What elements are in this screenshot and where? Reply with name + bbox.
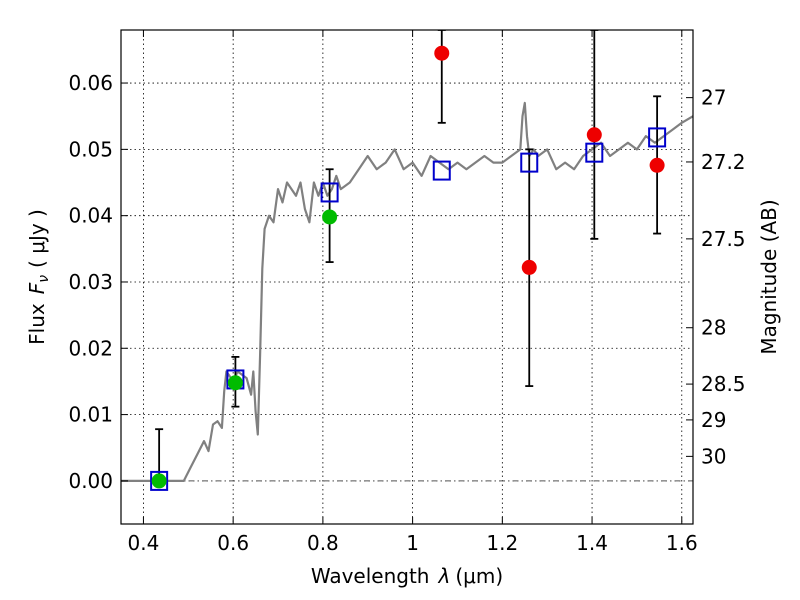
- y2-tick-label-0: 27: [701, 86, 726, 110]
- x-tick-label-0: 0.4: [128, 531, 160, 555]
- y-tick-label-1: 0.01: [68, 403, 113, 427]
- observed-circle-series: [151, 45, 665, 489]
- x-axis-title-symbol: λ: [438, 564, 451, 588]
- y-axis-title-symbol: F: [25, 282, 49, 294]
- y-tick-label-5: 0.05: [68, 137, 113, 161]
- x-tick-label-2: 0.8: [307, 531, 339, 555]
- y2-tick-label-2: 27.5: [701, 227, 746, 251]
- y-tick-label-6: 0.06: [68, 71, 113, 95]
- y-axis-title: Flux Fν ( μJy ): [25, 209, 52, 345]
- plot-content: [121, 30, 693, 491]
- data-point-3-2: [586, 127, 602, 143]
- data-point-3-3: [649, 157, 665, 173]
- data-point-2-0: [151, 473, 167, 489]
- data-point-2-1: [227, 375, 243, 391]
- y2-axis-title: Magnitude (AB): [757, 199, 781, 354]
- y-tick-labels: 0.00 0.01 0.02 0.03 0.04 0.05 0.06: [68, 71, 113, 493]
- y2-tick-labels: 27 27.2 27.5 28 28.5 29 30: [701, 86, 746, 469]
- model-point-4: [520, 152, 539, 173]
- spectrum-line-series: [121, 101, 693, 482]
- y-tick-label-0: 0.00: [68, 469, 113, 493]
- spectrum-line: [121, 101, 693, 482]
- y2-tick-label-1: 27.2: [701, 150, 746, 174]
- x-axis-title: Wavelength λ (μm): [311, 564, 503, 588]
- y-tick-label-4: 0.04: [68, 204, 113, 228]
- y2-tick-label-4: 28.5: [701, 372, 746, 396]
- plot-frame: [120, 29, 694, 525]
- model-point-3: [432, 160, 451, 181]
- model-point-2: [320, 182, 339, 203]
- x-tick-label-4: 1.2: [486, 531, 518, 555]
- model-point-5: [585, 142, 604, 163]
- x-tick-label-5: 1.4: [576, 531, 608, 555]
- axis-ticks: [121, 30, 693, 524]
- y-tick-label-2: 0.02: [68, 336, 113, 360]
- y-axis-title-subscript: ν: [36, 275, 52, 283]
- model-point-0: [150, 470, 169, 491]
- y-axis-title-text: Flux: [25, 303, 49, 345]
- x-axis-title-text: Wavelength: [311, 564, 430, 588]
- model-square-series: [150, 127, 667, 491]
- x-axis-title-unit: (μm): [455, 564, 503, 588]
- model-point-6: [648, 127, 667, 148]
- y-axis-title-unit: ( μJy ): [25, 209, 49, 268]
- y-tick-label-3: 0.03: [68, 270, 113, 294]
- x-tick-label-6: 1.6: [666, 531, 698, 555]
- y2-tick-label-3: 28: [701, 316, 726, 340]
- data-point-3-0: [434, 45, 450, 61]
- y2-tick-label-5: 29: [701, 408, 726, 432]
- x-tick-label-1: 0.6: [217, 531, 249, 555]
- data-point-3-1: [521, 259, 537, 275]
- x-tick-label-3: 1: [406, 531, 419, 555]
- data-point-2-2: [322, 209, 338, 225]
- x-tick-labels: 0.4 0.6 0.8 1 1.2 1.4 1.6: [128, 531, 698, 555]
- plot-area: [121, 30, 693, 524]
- y2-tick-label-6: 30: [701, 444, 726, 468]
